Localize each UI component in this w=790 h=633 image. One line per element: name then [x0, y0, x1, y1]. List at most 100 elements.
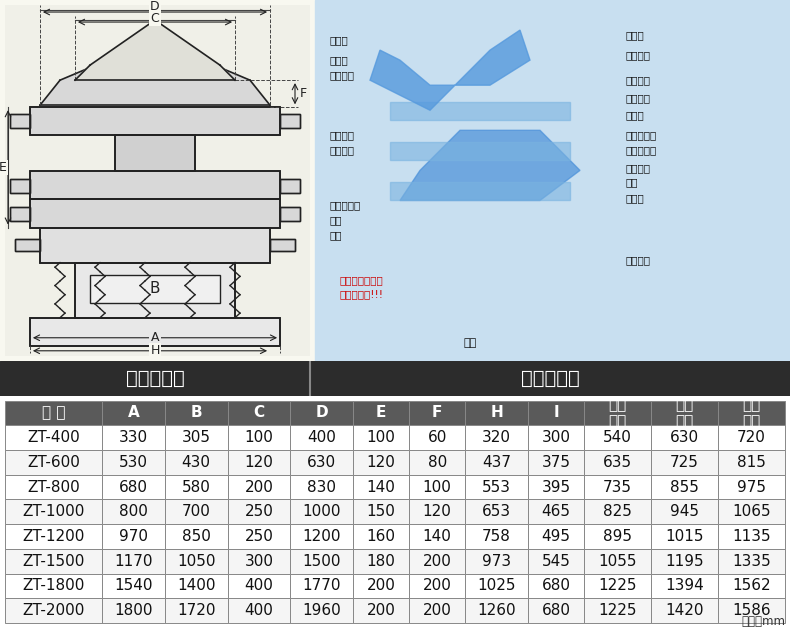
Bar: [40, 227, 270, 263]
Bar: [290, 401, 353, 425]
Text: 1540: 1540: [115, 579, 152, 594]
Bar: [353, 425, 409, 450]
Text: 630: 630: [670, 430, 699, 445]
Bar: [10, 208, 30, 222]
Bar: [10, 179, 30, 194]
Bar: [115, 135, 195, 172]
Bar: [5, 598, 102, 623]
Text: 三层
高度: 三层 高度: [743, 397, 761, 429]
Bar: [465, 598, 528, 623]
Text: 680: 680: [541, 579, 570, 594]
Bar: [102, 549, 165, 573]
Bar: [165, 598, 228, 623]
Text: 1960: 1960: [302, 603, 341, 618]
Text: 小尺寸排料: 小尺寸排料: [330, 201, 361, 210]
Bar: [5, 401, 102, 425]
Bar: [651, 524, 718, 549]
Polygon shape: [390, 102, 570, 120]
Bar: [353, 573, 409, 598]
Bar: [718, 598, 785, 623]
Bar: [5, 573, 102, 598]
Text: A: A: [128, 406, 139, 420]
Bar: [353, 598, 409, 623]
Bar: [353, 499, 409, 524]
Bar: [270, 239, 295, 251]
Text: 120: 120: [244, 455, 273, 470]
Bar: [102, 598, 165, 623]
Bar: [409, 450, 465, 475]
Bar: [165, 573, 228, 598]
Bar: [102, 475, 165, 499]
Text: 400: 400: [244, 579, 273, 594]
Text: 1394: 1394: [665, 579, 704, 594]
Bar: [228, 475, 290, 499]
Bar: [718, 425, 785, 450]
Bar: [409, 475, 465, 499]
Bar: [718, 524, 785, 549]
Bar: [528, 475, 584, 499]
Bar: [409, 499, 465, 524]
Bar: [651, 425, 718, 450]
Bar: [409, 549, 465, 573]
Text: 545: 545: [541, 554, 570, 568]
Polygon shape: [390, 142, 570, 160]
Text: 200: 200: [423, 554, 452, 568]
Bar: [90, 275, 220, 303]
Bar: [30, 172, 280, 199]
Text: 200: 200: [423, 603, 452, 618]
Text: 200: 200: [423, 579, 452, 594]
Text: 1015: 1015: [665, 529, 704, 544]
Text: 437: 437: [482, 455, 511, 470]
Text: E: E: [0, 161, 7, 174]
Text: 850: 850: [182, 529, 211, 544]
Bar: [228, 573, 290, 598]
Text: 单位：mm: 单位：mm: [741, 615, 785, 628]
Bar: [5, 524, 102, 549]
Polygon shape: [370, 30, 530, 110]
Polygon shape: [390, 182, 570, 201]
Bar: [528, 524, 584, 549]
Bar: [165, 499, 228, 524]
Text: I: I: [553, 406, 559, 420]
Text: 300: 300: [541, 430, 570, 445]
Bar: [290, 524, 353, 549]
Bar: [228, 524, 290, 549]
Text: 1055: 1055: [598, 554, 637, 568]
Bar: [165, 524, 228, 549]
Text: 1225: 1225: [598, 603, 637, 618]
Bar: [290, 549, 353, 573]
Bar: [465, 524, 528, 549]
Bar: [280, 114, 300, 128]
Text: 830: 830: [307, 480, 336, 494]
Text: 330: 330: [119, 430, 148, 445]
Text: 1400: 1400: [177, 579, 216, 594]
Bar: [40, 227, 270, 263]
Text: ZT-2000: ZT-2000: [22, 603, 85, 618]
Bar: [528, 401, 584, 425]
Text: 430: 430: [182, 455, 211, 470]
Text: 395: 395: [541, 480, 570, 494]
Bar: [353, 450, 409, 475]
Text: ZT-1500: ZT-1500: [22, 554, 85, 568]
Bar: [584, 524, 651, 549]
Text: F: F: [432, 406, 442, 420]
Bar: [651, 549, 718, 573]
Bar: [280, 114, 300, 128]
Text: 180: 180: [367, 554, 395, 568]
Text: 1170: 1170: [115, 554, 152, 568]
Bar: [651, 598, 718, 623]
Bar: [465, 475, 528, 499]
Text: 辅助筛网: 辅助筛网: [625, 75, 650, 85]
Bar: [102, 573, 165, 598]
Bar: [102, 499, 165, 524]
Bar: [651, 499, 718, 524]
Bar: [718, 401, 785, 425]
Text: F: F: [300, 87, 307, 100]
Polygon shape: [40, 40, 270, 105]
Bar: [75, 263, 235, 318]
Text: 735: 735: [603, 480, 632, 494]
Bar: [5, 549, 102, 573]
Bar: [584, 499, 651, 524]
Bar: [228, 425, 290, 450]
Text: 上部重锤: 上部重锤: [625, 163, 650, 173]
